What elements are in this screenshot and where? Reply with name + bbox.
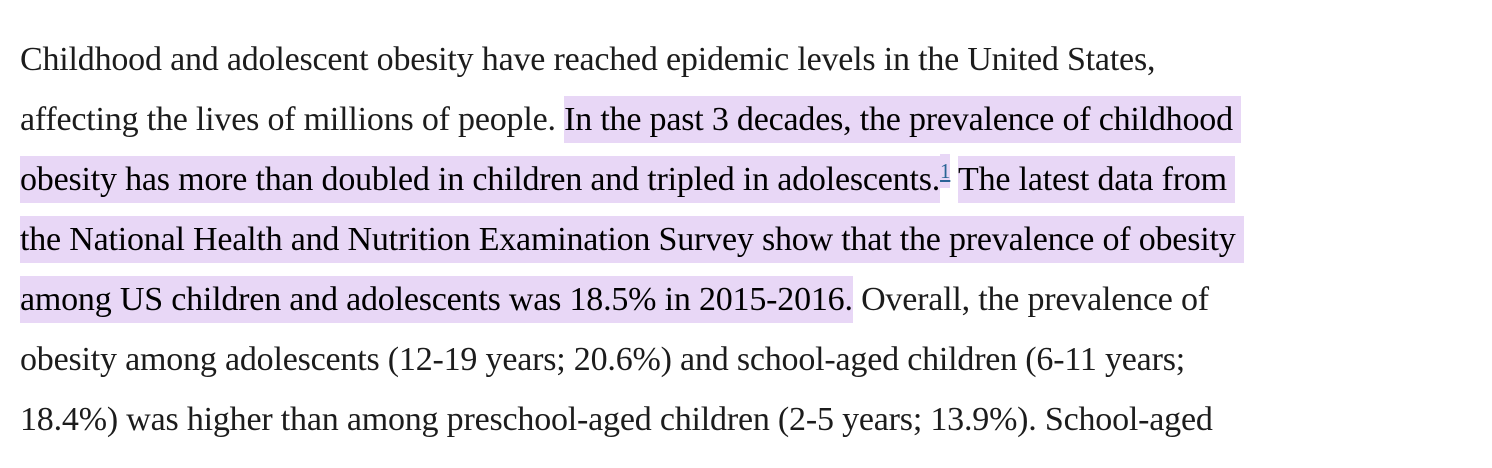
body-text: 18.4%) was higher than among preschool-a… <box>20 401 1213 438</box>
superscript-reference: 1 <box>940 153 951 188</box>
body-text: Childhood and adolescent obesity have re… <box>20 41 1156 78</box>
highlighted-text: In the past 3 decades, the prevalence of… <box>564 96 1242 143</box>
text-line: among US children and adolescents was 18… <box>20 270 1478 330</box>
text-line: obesity has more than doubled in childre… <box>20 150 1478 210</box>
text-line: obesity among adolescents (12-19 years; … <box>20 330 1478 390</box>
text-line: the National Health and Nutrition Examin… <box>20 210 1478 270</box>
highlighted-text: obesity has more than doubled in childre… <box>20 156 940 203</box>
highlighted-text: The latest data from <box>958 156 1236 203</box>
body-text <box>950 161 958 198</box>
article-paragraph: Childhood and adolescent obesity have re… <box>20 30 1478 450</box>
article-body: Childhood and adolescent obesity have re… <box>20 30 1478 450</box>
highlighted-text: among US children and adolescents was 18… <box>20 276 853 323</box>
body-text: Overall, the prevalence of <box>852 281 1209 318</box>
body-text: affecting the lives of millions of peopl… <box>20 101 565 138</box>
text-line: affecting the lives of millions of peopl… <box>20 90 1478 150</box>
highlighted-text: the National Health and Nutrition Examin… <box>20 216 1244 263</box>
body-text: obesity among adolescents (12-19 years; … <box>20 341 1185 378</box>
reference-1-link[interactable]: 1 <box>940 158 951 183</box>
text-line: Childhood and adolescent obesity have re… <box>20 30 1478 90</box>
text-line: 18.4%) was higher than among preschool-a… <box>20 390 1478 450</box>
